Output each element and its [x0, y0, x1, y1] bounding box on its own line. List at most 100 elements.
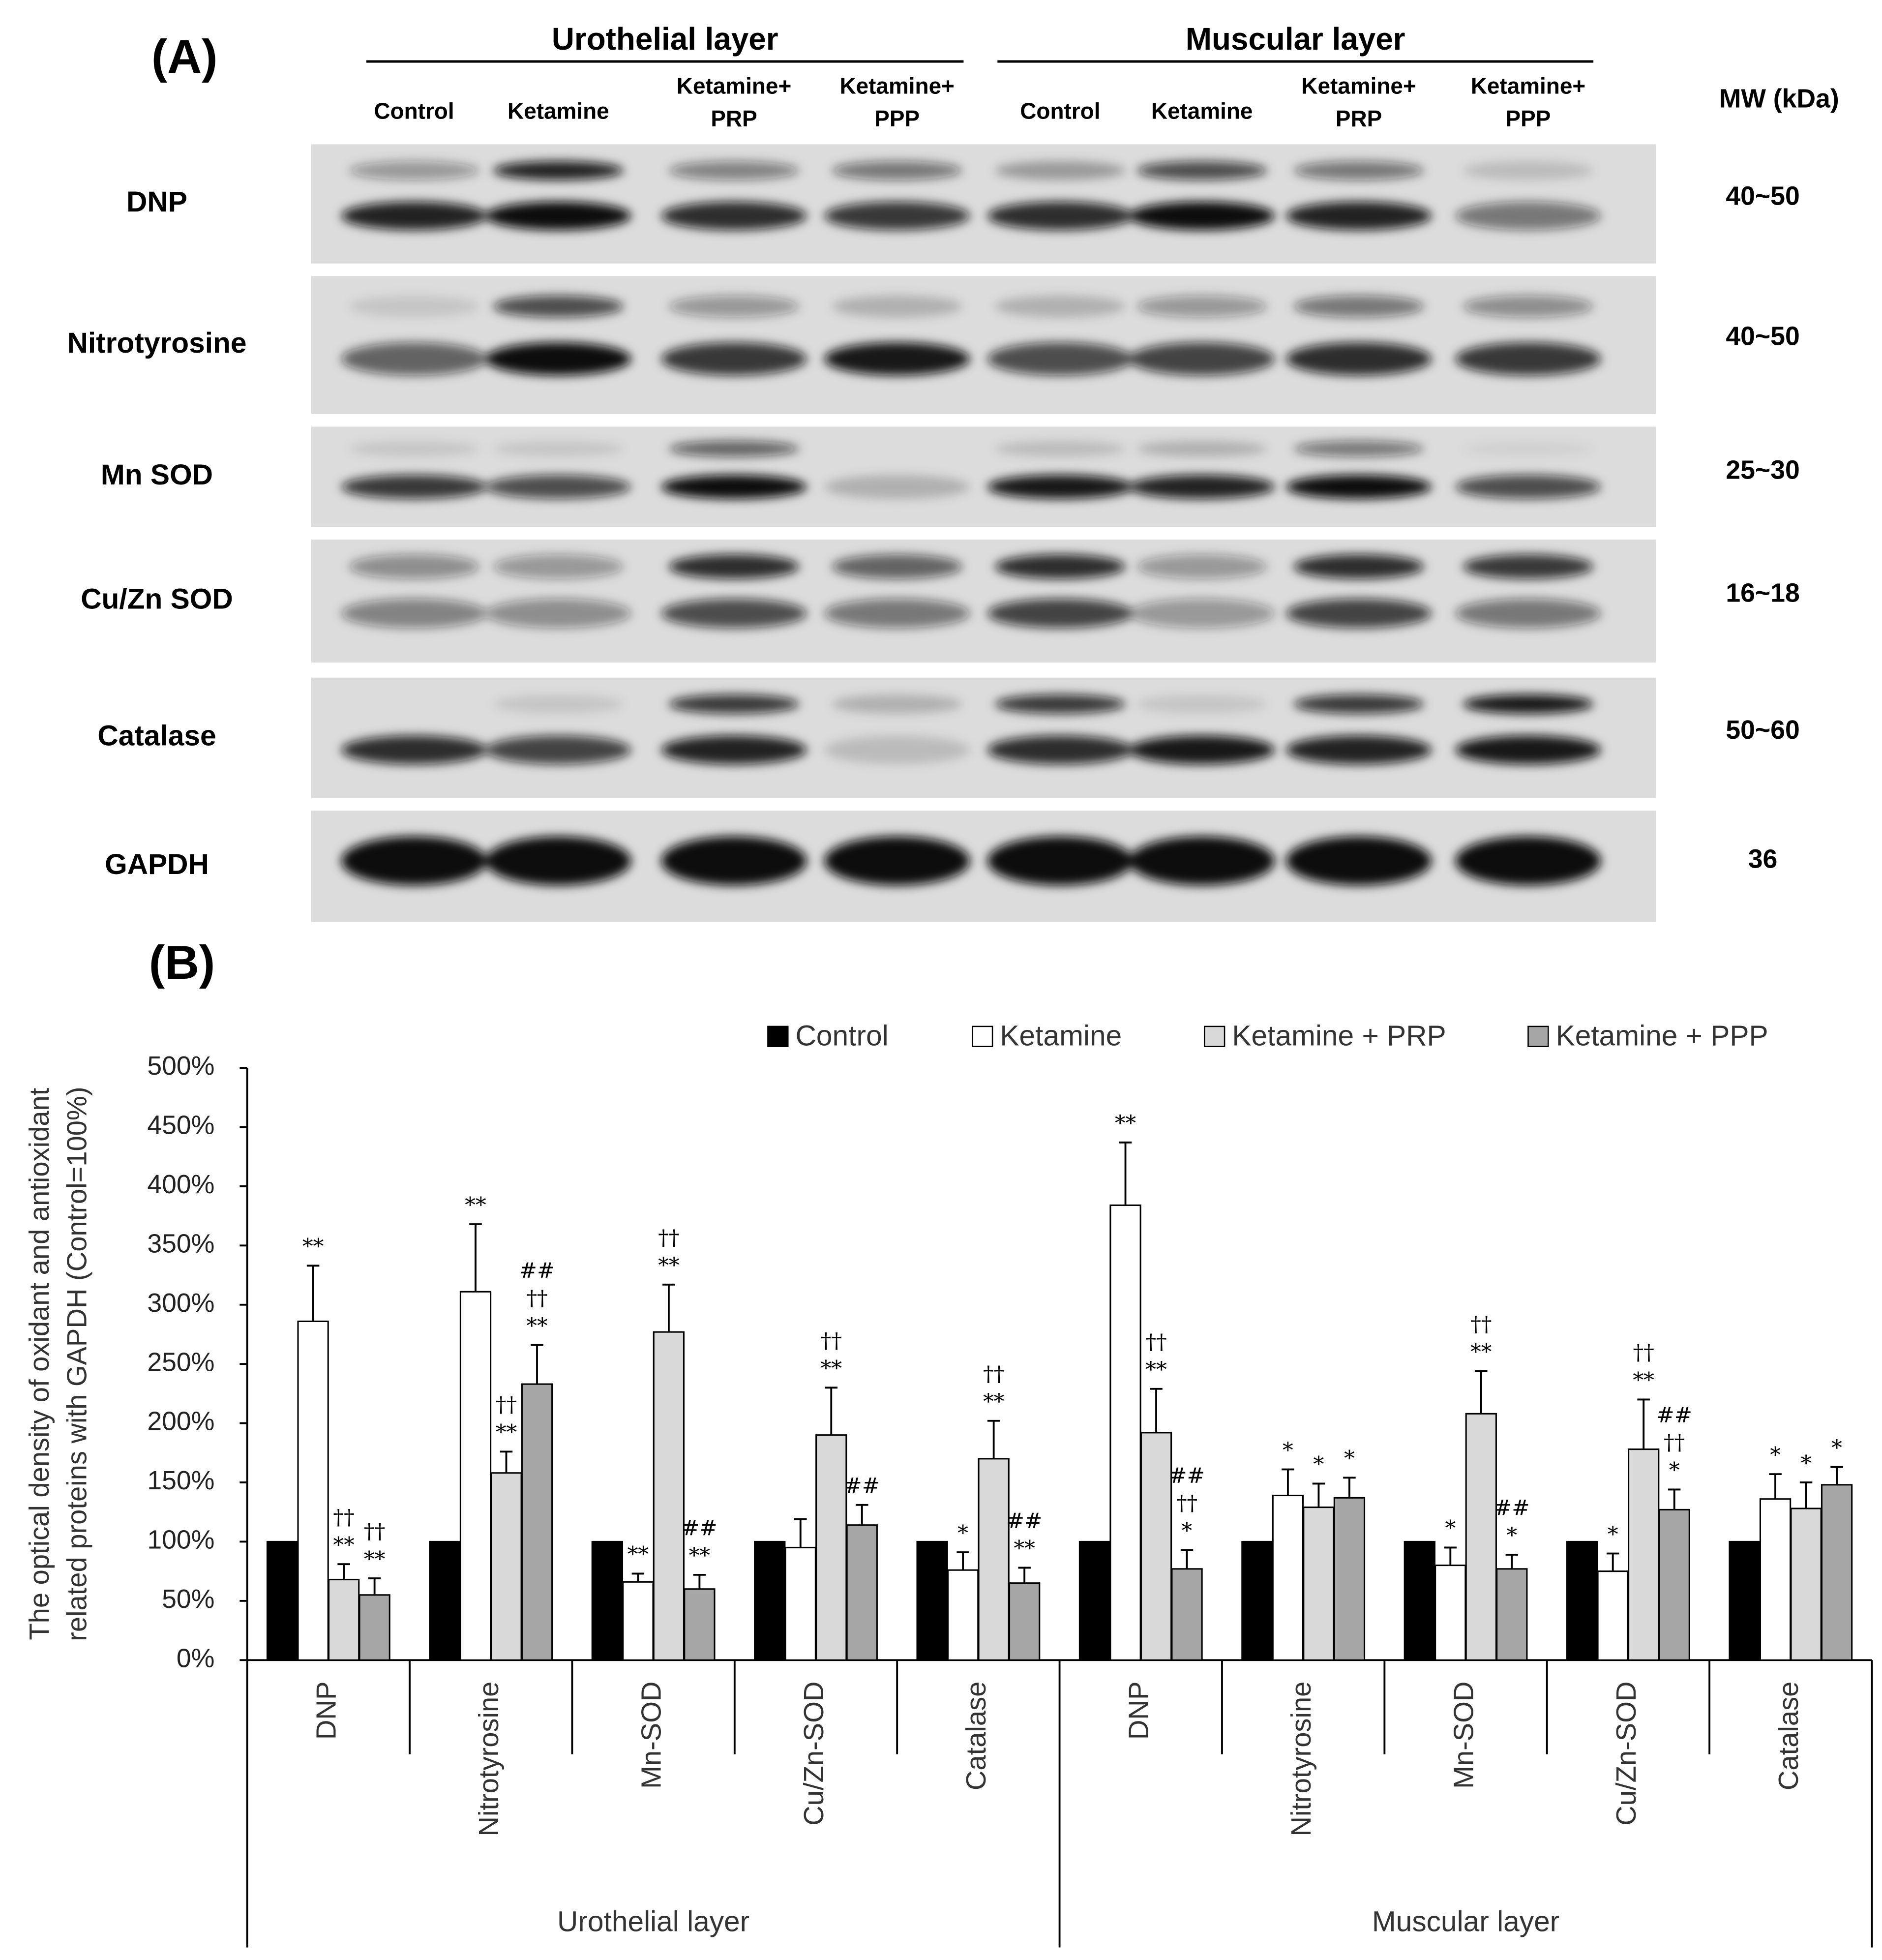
bar [754, 1540, 786, 1661]
y-tick-label: 200% [147, 1407, 214, 1436]
band [668, 161, 800, 181]
bar [1465, 1413, 1497, 1661]
bar [916, 1540, 948, 1661]
significance-label: ** [1633, 1368, 1654, 1393]
group-label: Muscular layer [1186, 21, 1405, 57]
band [341, 599, 487, 629]
legend-label: Control [796, 1020, 889, 1052]
error-bar [1769, 1473, 1782, 1499]
significance-label: ## [844, 1474, 880, 1498]
bar [1009, 1582, 1041, 1661]
mw-label: 50~60 [1726, 716, 1799, 745]
lane-label: Control [374, 98, 454, 124]
significance-label: ** [983, 1389, 1004, 1414]
y-tick-label: 50% [162, 1585, 214, 1614]
error-bar [531, 1344, 543, 1385]
legend-swatch [767, 1025, 789, 1047]
significance-label: * [1801, 1451, 1812, 1476]
band [1136, 440, 1267, 457]
bands [341, 161, 1601, 230]
error-bar [856, 1504, 868, 1525]
y-tick-label: 400% [147, 1170, 214, 1199]
error-bar [1606, 1552, 1619, 1571]
significance-label: ** [333, 1533, 354, 1557]
band [661, 342, 807, 376]
legend-swatch [1203, 1025, 1225, 1047]
significance-label: †† [983, 1362, 1004, 1387]
lane-label: PPP [874, 106, 920, 131]
bands [341, 554, 1601, 629]
error-bar [1444, 1546, 1457, 1566]
bar [1628, 1448, 1660, 1661]
x-tick-label: DNP [1123, 1682, 1154, 1740]
band [485, 342, 631, 376]
legend-label: Ketamine [1000, 1020, 1122, 1052]
band [824, 836, 970, 886]
band [1455, 836, 1601, 886]
band [668, 694, 800, 714]
bar [1729, 1540, 1761, 1661]
error-bar [1282, 1468, 1294, 1496]
band [668, 440, 800, 457]
error-bar [1018, 1567, 1031, 1583]
band [1455, 475, 1601, 499]
bar [815, 1434, 847, 1661]
band [832, 295, 962, 318]
legend-label: Ketamine + PPP [1556, 1020, 1768, 1052]
lane-label: Control [1020, 98, 1100, 124]
band [341, 836, 487, 886]
y-tick-label: 0% [177, 1644, 214, 1673]
band [349, 554, 479, 579]
legend-swatch [972, 1025, 993, 1047]
band [1136, 554, 1267, 579]
significance-label: * [1182, 1519, 1193, 1543]
mw-label: 36 [1748, 844, 1778, 874]
bar [297, 1320, 329, 1661]
band [995, 295, 1126, 318]
protein-label: Catalase [97, 720, 216, 752]
band [1293, 554, 1424, 579]
legend-label: Ketamine + PRP [1232, 1020, 1446, 1052]
error-bar [469, 1223, 482, 1292]
band [1286, 342, 1432, 376]
error-bar [1830, 1466, 1843, 1485]
significance-label: * [1314, 1452, 1324, 1477]
band [661, 735, 807, 764]
panel-label: (B) [149, 935, 215, 989]
band [485, 201, 631, 230]
significance-label: ## [1656, 1403, 1692, 1427]
error-bar [987, 1419, 1000, 1459]
significance-label: * [1506, 1523, 1517, 1548]
error-bar [306, 1265, 320, 1322]
x-tick-label: Nitrotyrosine [1285, 1682, 1316, 1837]
bar [1171, 1568, 1203, 1661]
band [832, 554, 962, 579]
bar [459, 1291, 492, 1661]
mw-label: 40~50 [1726, 182, 1799, 211]
mw-label: 16~18 [1726, 579, 1799, 608]
band [1129, 836, 1275, 886]
band [1463, 295, 1594, 318]
band [1286, 599, 1432, 629]
significance-label: * [1283, 1438, 1293, 1463]
error-bar [1637, 1398, 1650, 1449]
band [493, 554, 624, 579]
band [824, 201, 970, 230]
bar [266, 1540, 299, 1661]
bar [978, 1458, 1010, 1661]
significance-label: ** [1115, 1111, 1136, 1136]
lane-label: Ketamine [508, 98, 609, 124]
band [995, 161, 1126, 181]
x-tick-label: Catalase [1773, 1682, 1804, 1790]
error-bar [1150, 1387, 1163, 1433]
band [824, 735, 970, 764]
band [661, 836, 807, 886]
band [1293, 440, 1424, 457]
band [1286, 475, 1432, 499]
error-bar [693, 1573, 706, 1589]
protein-label: GAPDH [105, 848, 209, 880]
significance-label: ## [1007, 1509, 1043, 1534]
error-bar [368, 1577, 381, 1595]
mw-header: MW (kDa) [1719, 84, 1839, 113]
legend-swatch [1527, 1025, 1549, 1047]
